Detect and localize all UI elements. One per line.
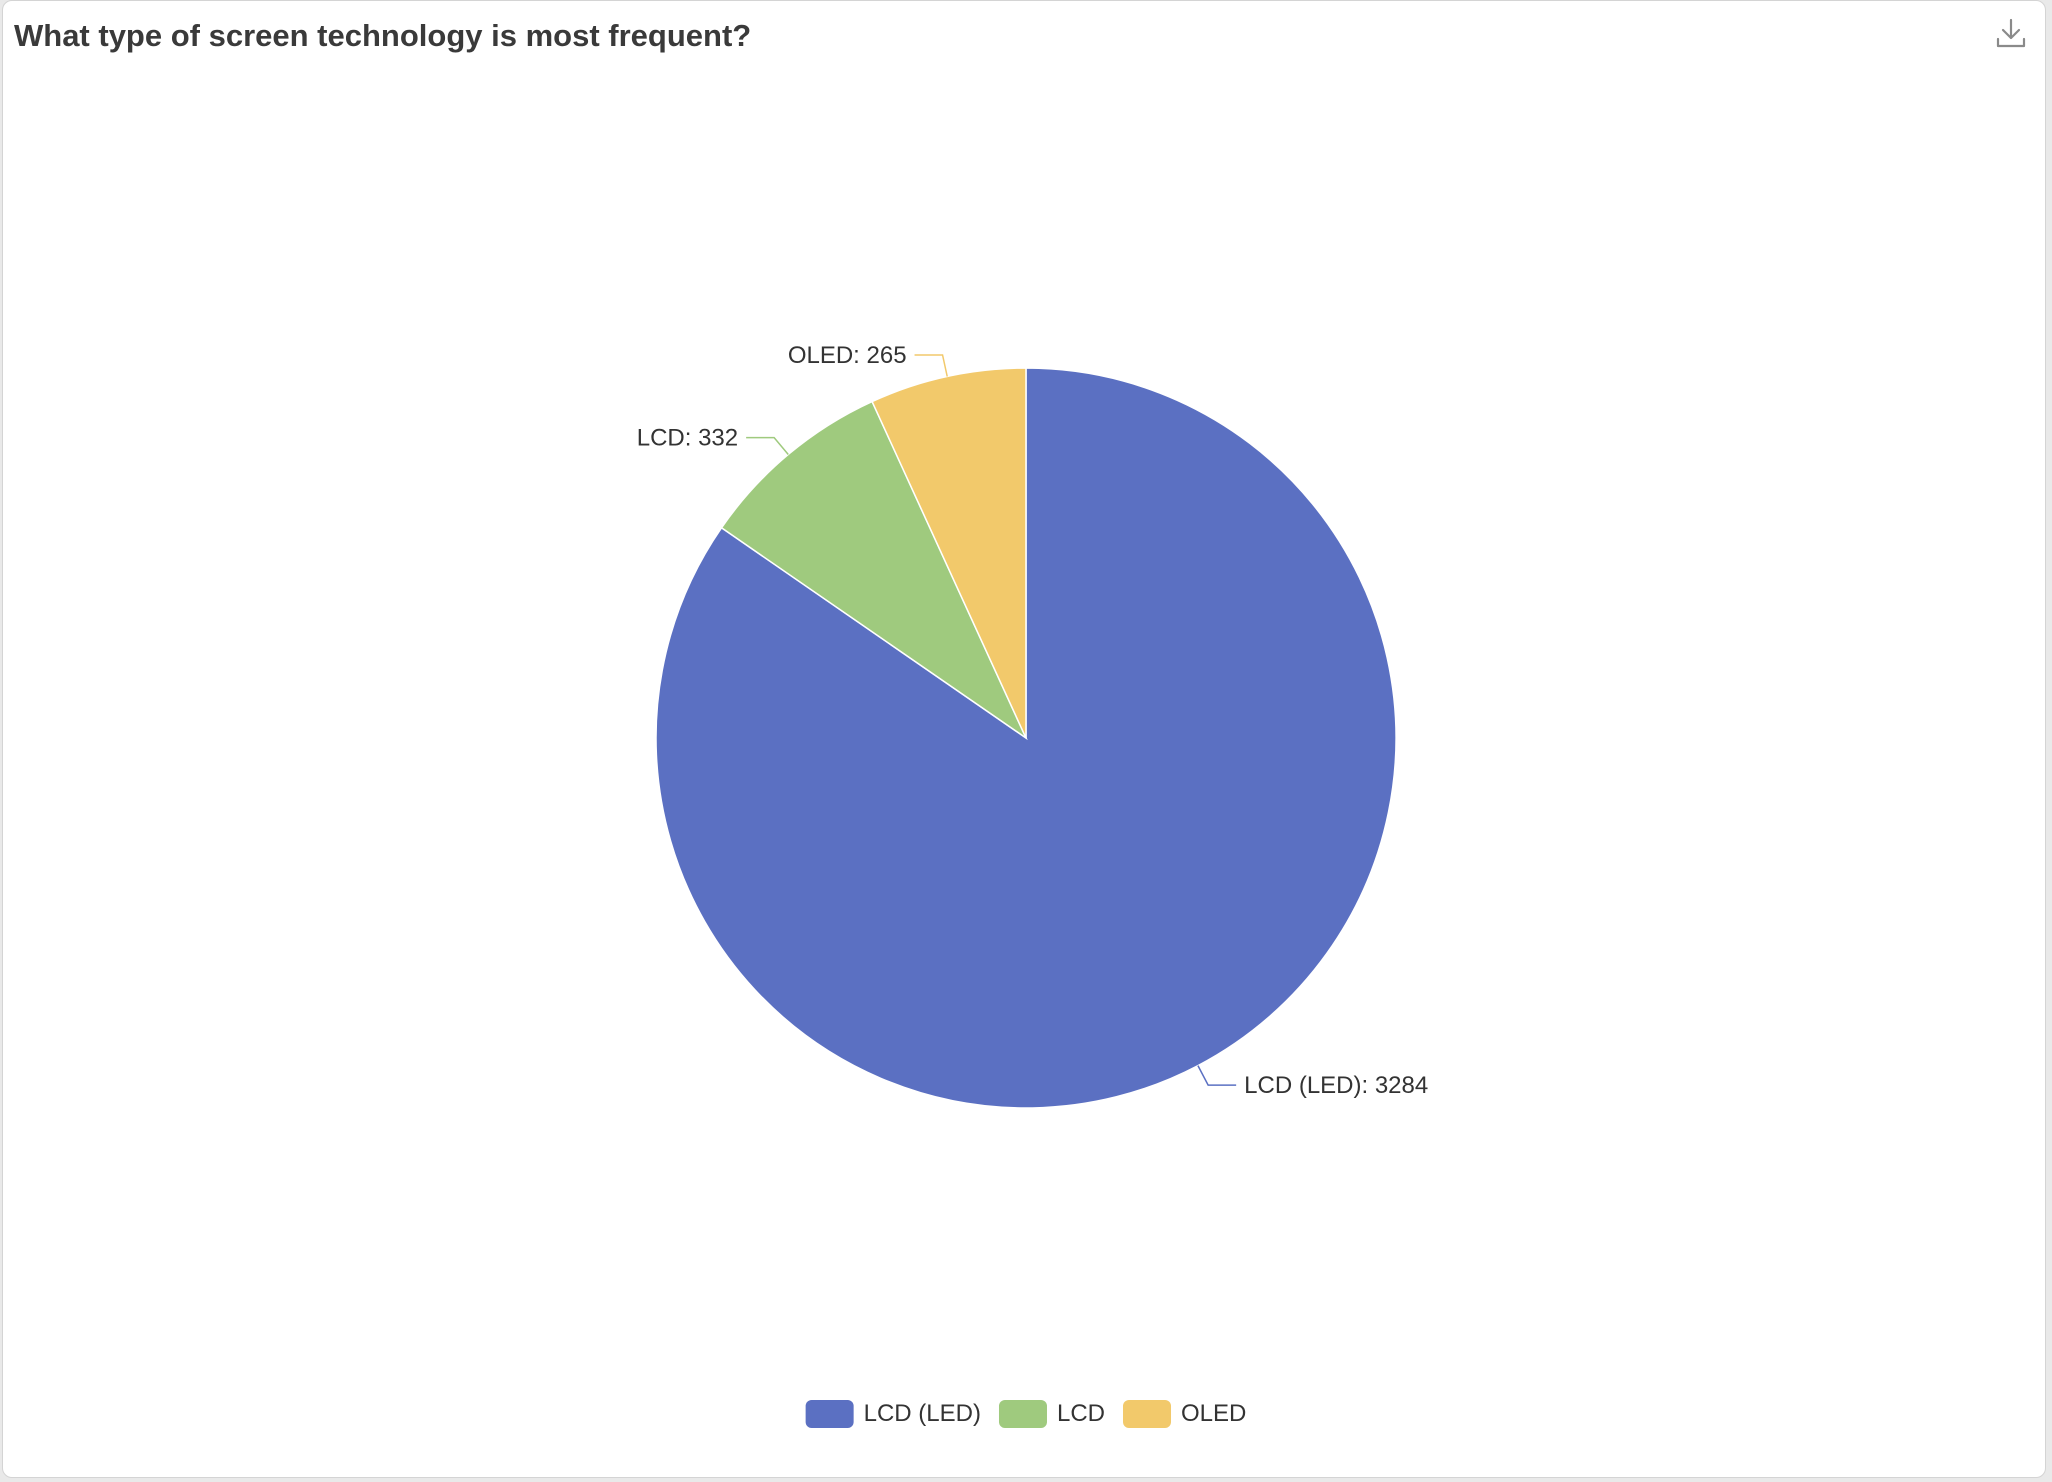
legend-item-lcd-led[interactable]: LCD (LED) bbox=[805, 1400, 981, 1428]
legend-label-lcd: LCD bbox=[1057, 1400, 1105, 1427]
legend-swatch-lcd-led bbox=[805, 1400, 854, 1428]
pie-chart: LCD (LED): 3284 LCD: 332 OLED: 265 LCD (LED… bbox=[637, 342, 1428, 1428]
download-icon[interactable] bbox=[1993, 15, 2029, 51]
legend-label-oled: OLED bbox=[1181, 1400, 1246, 1427]
legend-item-oled[interactable]: OLED bbox=[1123, 1400, 1246, 1428]
chart-title: What type of screen technology is most f… bbox=[14, 18, 752, 53]
leader-line-lcd-led bbox=[1197, 1065, 1237, 1086]
leader-line-lcd bbox=[746, 436, 789, 455]
data-label-lcd: LCD: 332 bbox=[637, 425, 738, 452]
pie-slice-lcd-led[interactable] bbox=[655, 367, 1397, 1109]
data-label-oled: OLED: 265 bbox=[788, 342, 907, 369]
data-label-lcd-led: LCD (LED): 3284 bbox=[1244, 1072, 1428, 1099]
legend-swatch-oled bbox=[1123, 1400, 1172, 1428]
legend-swatch-lcd bbox=[998, 1400, 1047, 1428]
legend-item-lcd[interactable]: LCD bbox=[998, 1400, 1105, 1428]
legend-label-lcd-led: LCD (LED) bbox=[864, 1400, 981, 1427]
pie-slice-lcd[interactable] bbox=[720, 400, 1028, 741]
leader-line-oled bbox=[914, 354, 948, 377]
